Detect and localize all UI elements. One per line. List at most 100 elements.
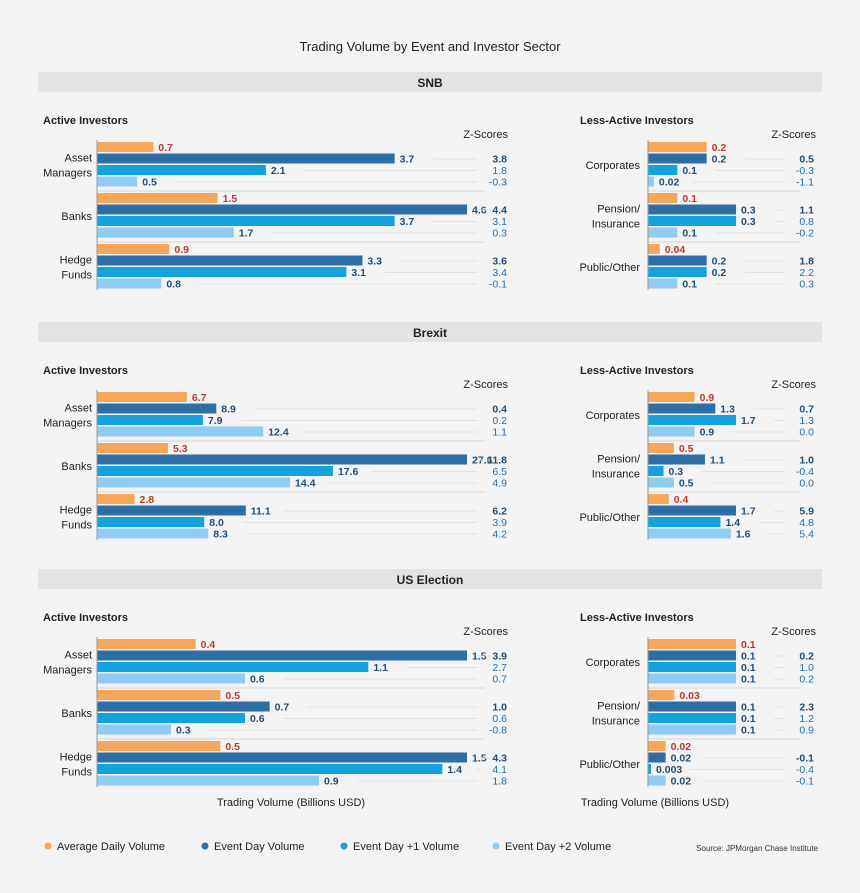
category-label: Managers	[43, 665, 92, 677]
category-label: Public/Other	[579, 759, 640, 771]
bar-event1	[648, 764, 651, 774]
bar-avg	[97, 494, 135, 504]
category-label: Pension/	[597, 204, 641, 216]
bar-value-label: 1.1	[373, 662, 388, 674]
bar-value-label: 0.02	[671, 753, 692, 765]
bar-value-label: 0.3	[669, 466, 684, 478]
zscore-header: Z-Scores	[463, 626, 508, 638]
bar-value-label: 0.02	[659, 177, 680, 189]
x-axis-label-right: Trading Volume (Billions USD)	[581, 797, 729, 809]
category-label: Pension/	[597, 701, 641, 713]
zscore-value: 0.6	[492, 713, 507, 725]
zscore-value: 0.0	[799, 427, 814, 439]
bar-event1	[97, 764, 443, 774]
bar-avg	[648, 392, 695, 402]
zscore-value: -0.2	[796, 228, 814, 240]
bar-event	[97, 505, 246, 516]
zscore-value: 1.0	[799, 455, 814, 467]
category-label: Funds	[61, 520, 92, 532]
legend-swatch	[201, 842, 209, 850]
category-label: Public/Other	[579, 512, 640, 524]
bar-event2	[648, 528, 731, 539]
zscore-value: 0.2	[492, 415, 507, 427]
bar-value-label: 0.2	[712, 256, 727, 268]
bar-value-label: 1.1	[710, 455, 725, 467]
zscore-value: 4.1	[492, 764, 507, 776]
bar-event	[648, 505, 736, 516]
bar-avg	[97, 392, 187, 402]
bar-event1	[97, 216, 395, 226]
bar-value-label: 0.1	[741, 725, 756, 737]
panel-title: Less-Active Investors	[580, 612, 694, 624]
legend-swatch	[340, 842, 348, 850]
bar-value-label: 3.1	[351, 267, 366, 279]
legend-label: Average Daily Volume	[57, 841, 165, 853]
category-label: Corporates	[586, 160, 641, 172]
bar-value-label: 0.6	[250, 713, 265, 725]
bar-event	[648, 403, 716, 414]
zscore-value: 4.9	[492, 478, 507, 490]
bar-event1	[97, 662, 369, 672]
zscore-value: 3.9	[492, 651, 507, 663]
zscore-value: 0.2	[799, 651, 814, 663]
legend: Average Daily Volume Event Day Volume Even…	[44, 841, 611, 853]
bar-event1	[648, 267, 707, 277]
bar-avg	[97, 690, 221, 700]
bar-event	[97, 255, 363, 266]
category-label: Insurance	[592, 716, 640, 728]
bar-event	[97, 650, 467, 661]
bar-event	[97, 403, 217, 414]
zscore-value: 1.0	[492, 702, 507, 714]
bar-value-label: 0.5	[225, 690, 240, 702]
zscore-value: -0.1	[796, 776, 814, 788]
bar-event2	[648, 278, 678, 289]
category-label: Corporates	[586, 410, 641, 422]
bar-event	[648, 255, 707, 266]
bar-value-label: 0.1	[741, 674, 756, 686]
bar-value-label: 2.8	[140, 494, 155, 506]
bar-value-label: 0.1	[682, 165, 697, 177]
category-label: Funds	[61, 767, 92, 779]
zscore-header: Z-Scores	[771, 129, 816, 141]
legend-swatch	[492, 842, 500, 850]
bar-value-label: 0.2	[712, 154, 727, 166]
bar-event2	[97, 176, 138, 187]
bar-value-label: 1.5	[223, 193, 238, 205]
bar-value-label: 0.04	[665, 244, 686, 256]
zscore-value: -1.1	[796, 177, 814, 189]
zscore-value: -0.4	[796, 764, 814, 776]
bar-event1	[97, 466, 333, 476]
bar-avg	[97, 193, 218, 203]
zscore-value: 6.5	[492, 466, 507, 478]
category-label: Asset	[64, 650, 92, 662]
bar-event1	[97, 267, 347, 277]
bar-value-label: 0.7	[158, 142, 173, 154]
bar-value-label: 11.1	[251, 506, 271, 518]
bar-value-label: 5.3	[173, 443, 188, 455]
bar-value-label: 1.7	[741, 415, 756, 427]
zscore-value: -0.3	[796, 165, 814, 177]
x-axis-label-left: Trading Volume (Billions USD)	[217, 797, 365, 809]
bar-value-label: 3.7	[400, 154, 415, 166]
panel-title: Active Investors	[43, 115, 128, 127]
zscore-value: 4.2	[492, 529, 507, 541]
zscore-value: 3.9	[492, 517, 507, 529]
bar-event	[648, 701, 736, 712]
bar-group: 0.4 1.7 5.9 1.4 4.8 1.6 5.4 Public/Other	[579, 491, 814, 541]
bar-value-label: 1.7	[239, 228, 254, 240]
bar-event	[648, 204, 736, 215]
bar-event2	[97, 278, 162, 289]
zscore-value: 3.1	[492, 216, 507, 228]
bar-value-label: 0.1	[741, 662, 756, 674]
bar-value-label: 1.4	[447, 764, 462, 776]
bar-value-label: 1.3	[720, 404, 735, 416]
section-us-election: US Election Active Investors Z-Scores 0.4 1.…	[38, 569, 822, 788]
zscore-value: 6.2	[492, 506, 507, 518]
bar-value-label: 3.7	[400, 216, 415, 228]
bar-value-label: 0.03	[679, 690, 700, 702]
bar-value-label: 0.1	[741, 713, 756, 725]
zscore-header: Z-Scores	[463, 129, 508, 141]
